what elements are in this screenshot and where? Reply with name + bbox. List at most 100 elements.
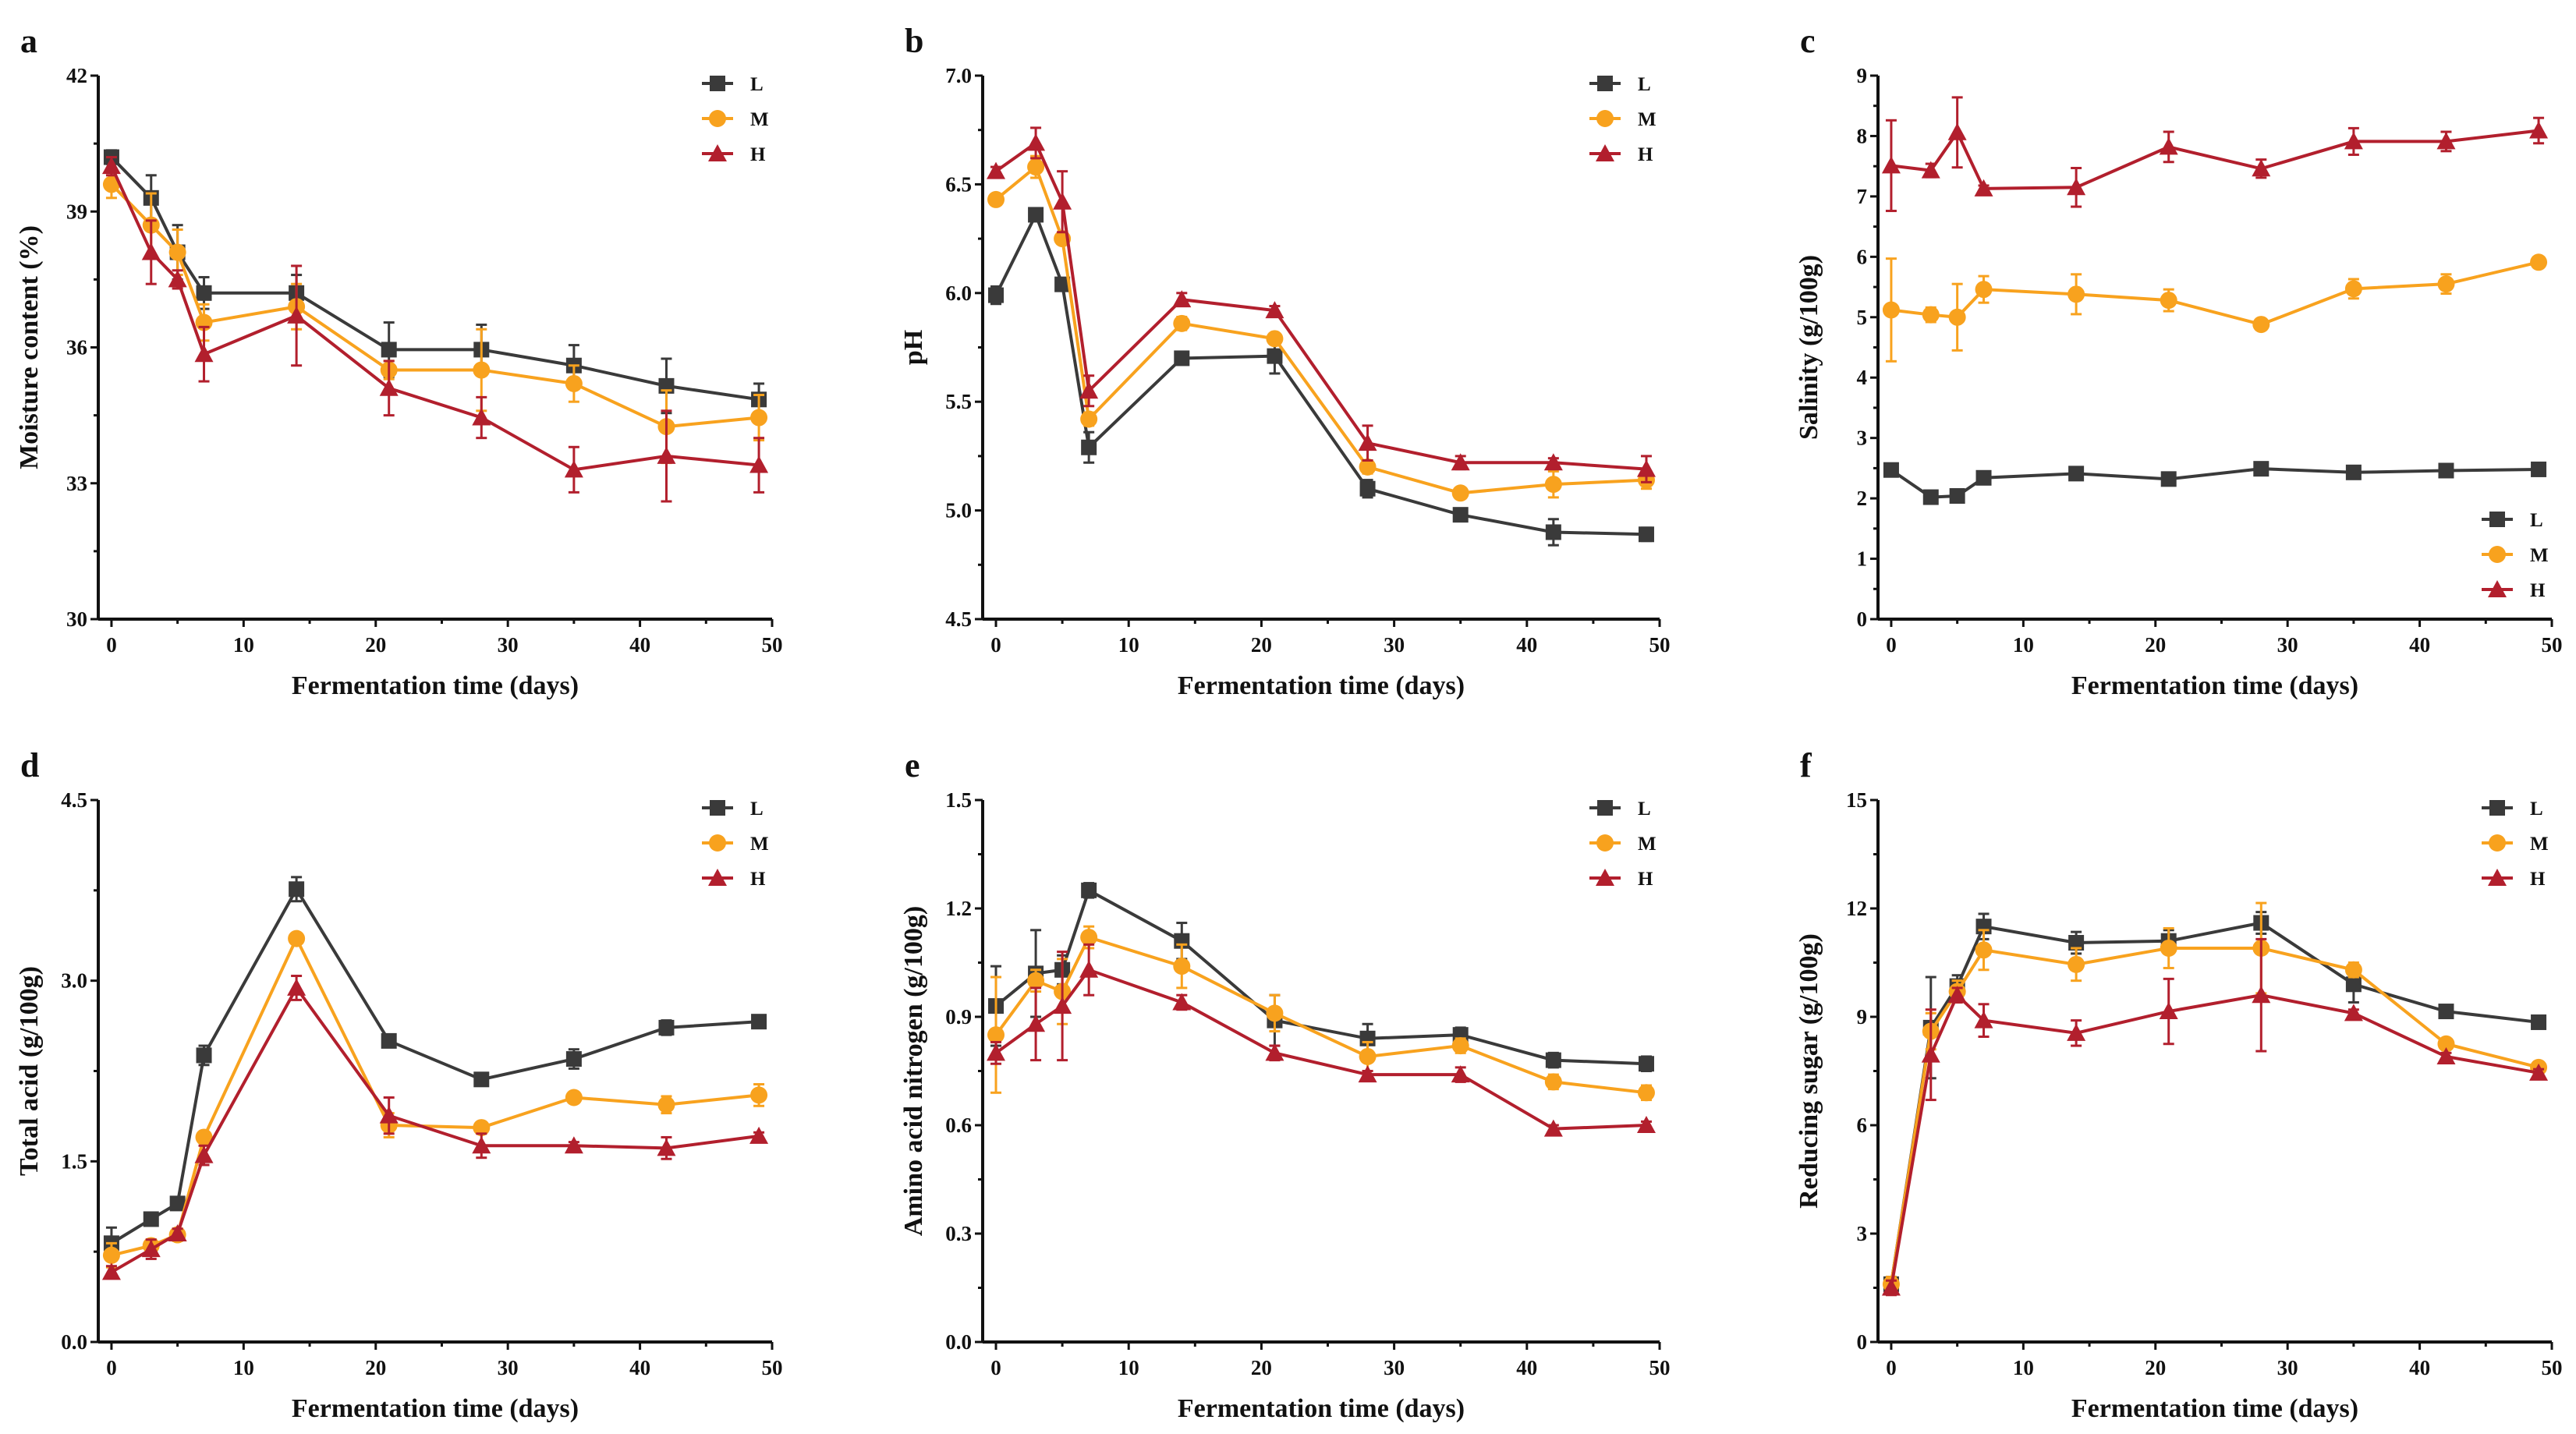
data-point-M xyxy=(565,374,583,392)
legend-marker-H xyxy=(708,869,727,886)
x-tick-label: 10 xyxy=(1118,633,1139,657)
data-point-H xyxy=(194,1145,214,1163)
legend-label-H: H xyxy=(750,144,766,165)
data-point-M xyxy=(1975,281,1993,299)
x-tick-label: 30 xyxy=(2277,633,2298,657)
y-tick-label: 6 xyxy=(1857,245,1868,268)
legend-marker-H xyxy=(2488,869,2507,886)
data-point-H xyxy=(379,1106,399,1124)
series-line-L xyxy=(110,156,760,402)
legend-label-H: H xyxy=(2530,869,2546,890)
series-M xyxy=(1882,253,2548,363)
data-point-M xyxy=(1544,476,1562,494)
data-point-M xyxy=(102,175,120,193)
data-point-H xyxy=(287,306,306,324)
data-point-M xyxy=(102,1246,120,1264)
data-point-L xyxy=(2345,976,2362,993)
y-tick-label: 4 xyxy=(1857,366,1868,389)
data-point-L xyxy=(565,1051,582,1068)
series-line-H xyxy=(110,985,760,1274)
data-point-L xyxy=(1028,207,1044,223)
data-point-M xyxy=(1637,1084,1655,1102)
y-tick-label: 3 xyxy=(1857,1222,1868,1245)
data-point-H xyxy=(2529,1063,2549,1081)
series-L xyxy=(103,876,767,1260)
legend: LMH xyxy=(1589,798,1657,890)
series-M xyxy=(1882,901,2548,1293)
data-point-H xyxy=(141,243,161,260)
x-tick-label: 20 xyxy=(2145,633,2166,657)
data-point-M xyxy=(1359,458,1377,476)
data-point-M xyxy=(2068,955,2085,973)
series-L xyxy=(988,207,1654,547)
legend-marker-M xyxy=(2489,834,2506,852)
legend-marker-M xyxy=(709,110,726,127)
x-tick-label: 30 xyxy=(1384,633,1405,657)
panel-f: f 0 10 20 30 40 50 0 3 6 9 12 15 Fermentation time (d… xyxy=(1795,746,2563,1423)
panel-letter: f xyxy=(1800,746,1812,784)
y-tick-label: 6.5 xyxy=(945,172,972,196)
data-point-H xyxy=(564,460,583,478)
legend-marker-L xyxy=(1597,76,1613,91)
y-tick-label: 12 xyxy=(1846,897,1867,920)
x-tick-label: 0 xyxy=(106,1356,117,1379)
data-point-H xyxy=(2344,1004,2363,1022)
y-tick-label: 9 xyxy=(1857,1005,1868,1029)
data-point-M xyxy=(1948,308,1966,326)
data-point-M xyxy=(750,409,768,427)
series-H xyxy=(1881,96,2549,212)
y-tick-label: 6 xyxy=(1857,1114,1868,1137)
data-point-H xyxy=(1974,1011,1993,1029)
data-point-M xyxy=(288,929,306,947)
series-H xyxy=(987,943,1656,1137)
data-point-H xyxy=(657,1138,676,1156)
data-point-H xyxy=(1451,1065,1470,1083)
data-point-M xyxy=(2344,961,2362,979)
data-point-M xyxy=(1173,958,1191,975)
y-tick-label: 3.0 xyxy=(61,969,87,993)
x-axis-label: Fermentation time (days) xyxy=(292,1394,579,1423)
data-point-H xyxy=(1079,960,1099,978)
series-H xyxy=(987,126,1656,483)
legend-label-H: H xyxy=(2530,580,2546,601)
x-tick-label: 40 xyxy=(2409,633,2430,657)
legend-label-M: M xyxy=(750,834,769,855)
panel-d: d 0 10 20 30 40 50 0.0 1.5 3.0 4.5 Fermentation tim… xyxy=(15,746,783,1423)
series-M xyxy=(987,925,1655,1102)
data-point-H xyxy=(1026,1014,1046,1032)
y-tick-label: 15 xyxy=(1846,788,1867,812)
panel-letter: b xyxy=(905,22,923,60)
x-tick-label: 40 xyxy=(1516,1356,1537,1379)
legend-label-M: M xyxy=(750,109,769,130)
x-axis-label: Fermentation time (days) xyxy=(292,671,579,700)
data-point-L xyxy=(2438,1004,2454,1020)
x-tick-label: 0 xyxy=(1886,1356,1897,1379)
legend-marker-H xyxy=(1596,144,1614,161)
panel-letter: c xyxy=(1800,22,1816,60)
legend-marker-L xyxy=(2489,512,2505,527)
data-point-M xyxy=(987,190,1005,208)
data-point-M xyxy=(2252,316,2270,334)
series-line-M xyxy=(994,935,1647,1095)
y-tick-label: 0.3 xyxy=(945,1222,972,1245)
x-tick-label: 30 xyxy=(498,1356,519,1379)
data-point-M xyxy=(1975,941,1993,959)
data-point-M xyxy=(2437,1035,2455,1053)
x-tick-label: 50 xyxy=(1649,1356,1671,1379)
data-point-L xyxy=(2160,471,2177,487)
x-tick-label: 10 xyxy=(233,633,254,657)
data-point-L xyxy=(1638,526,1654,543)
data-point-L xyxy=(2345,464,2362,480)
y-tick-label: 3 xyxy=(1857,427,1868,450)
x-tick-label: 40 xyxy=(629,633,650,657)
data-point-L xyxy=(2253,461,2270,477)
panel-b: b 0 10 20 30 40 50 4.5 5.0 5.5 6.0 6.5 7.0 Fermentati… xyxy=(899,22,1671,700)
series-line-H xyxy=(1890,129,2539,190)
y-tick-label: 33 xyxy=(66,472,87,495)
y-tick-label: 4.5 xyxy=(945,607,972,631)
series-line-M xyxy=(110,183,760,429)
y-tick-label: 8 xyxy=(1857,124,1868,147)
data-point-H xyxy=(1636,459,1656,477)
legend-label-L: L xyxy=(750,798,764,820)
y-tick-label: 7.0 xyxy=(945,64,972,87)
